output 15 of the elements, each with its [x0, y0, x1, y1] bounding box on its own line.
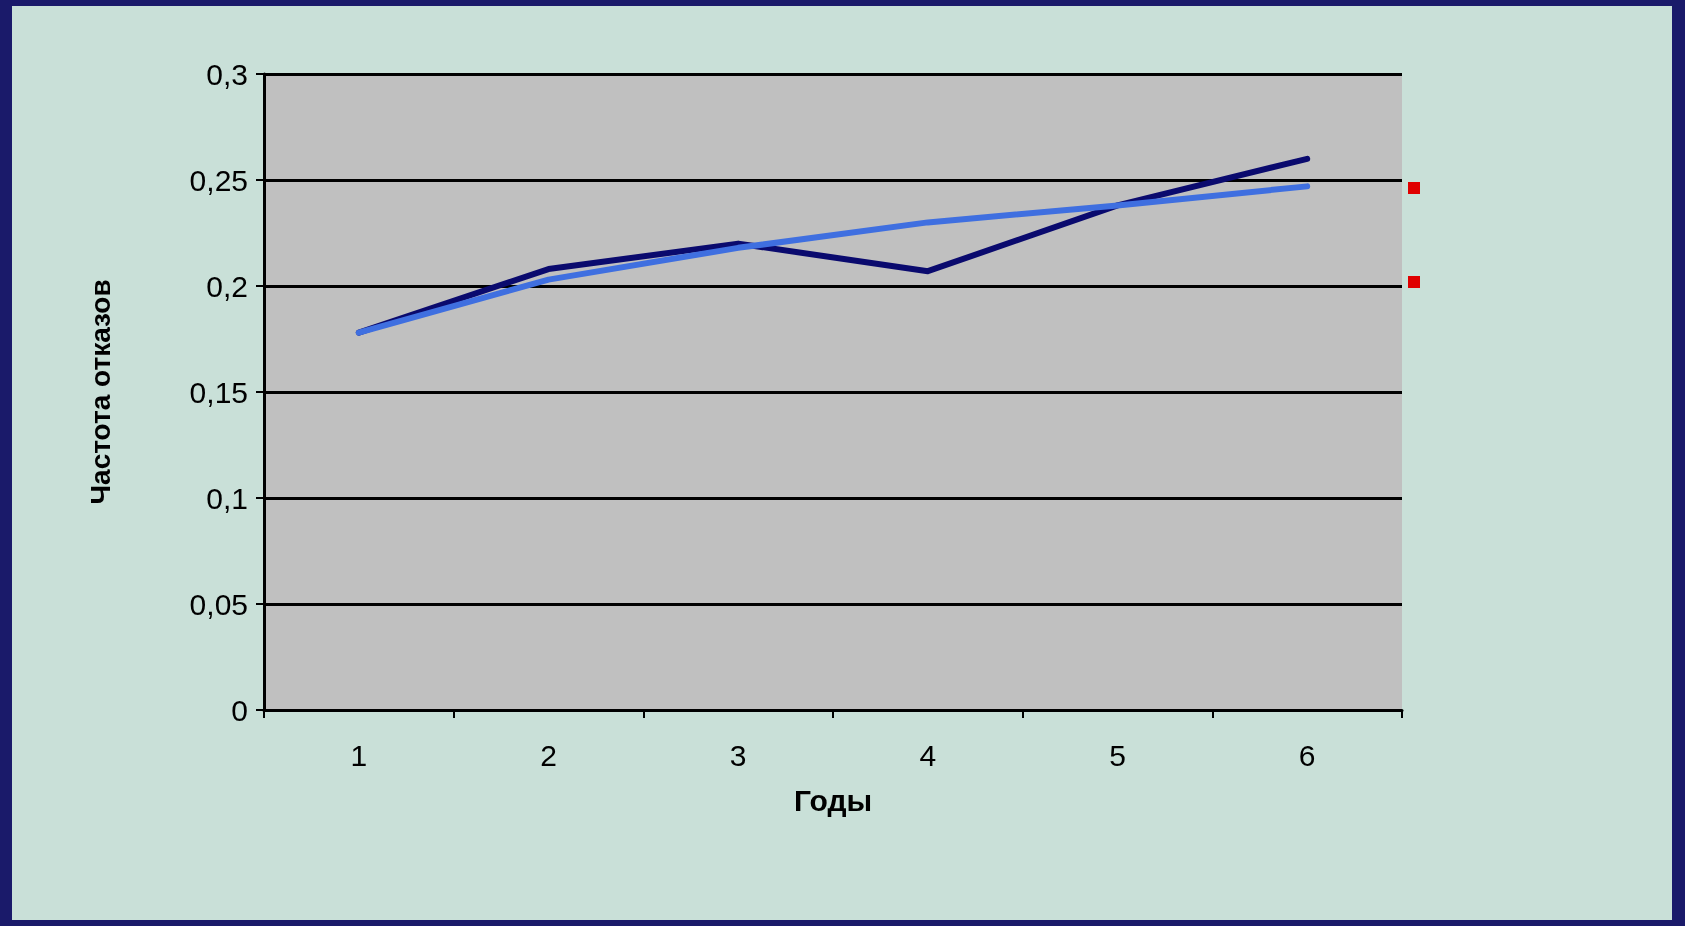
- x-tick-label: 4: [919, 738, 937, 772]
- y-tick-label: 0,1: [206, 481, 248, 515]
- x-axis-title: Годы: [793, 783, 873, 817]
- x-tick-label: 2: [540, 738, 557, 772]
- y-tick-label: 0,2: [206, 269, 248, 303]
- y-tick-label: 0,05: [189, 587, 248, 621]
- y-tick-label: 0,15: [189, 375, 248, 409]
- y-tick-label: 0,3: [206, 57, 248, 91]
- x-tick-label: 3: [729, 738, 747, 772]
- x-tick-label: 5: [1109, 738, 1126, 772]
- y-tick-label: 0: [231, 693, 248, 727]
- y-tick-label: 0,25: [189, 163, 248, 197]
- x-tick-label: 6: [1298, 738, 1316, 772]
- y-axis-title: Частота отказов: [84, 279, 116, 505]
- x-tick-label: 1: [350, 738, 368, 772]
